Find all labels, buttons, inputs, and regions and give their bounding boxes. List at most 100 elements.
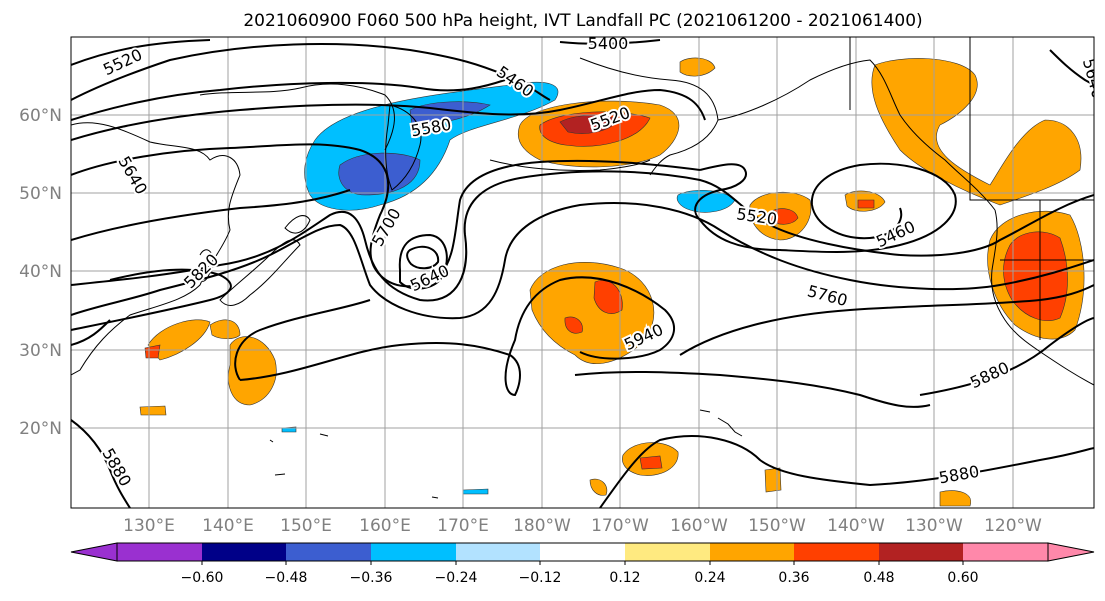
ivt-positive-region xyxy=(529,262,655,364)
contour-line xyxy=(71,268,232,331)
colorbar-bin xyxy=(963,543,1048,561)
contour-line xyxy=(71,79,506,121)
contour-line xyxy=(71,170,901,302)
coastline-kamchatka xyxy=(385,104,422,191)
colorbar-bin xyxy=(625,543,710,561)
ivt-positive-core xyxy=(559,115,619,134)
contour-line xyxy=(71,202,1094,320)
lat-label: 40°N xyxy=(19,262,62,282)
lon-label: 160°E xyxy=(359,516,411,536)
ivt-positive-region xyxy=(939,490,972,507)
ivt-negative-region xyxy=(676,190,736,213)
border xyxy=(849,37,1094,201)
colorbar-tick-label: 0.24 xyxy=(694,570,725,586)
coastline-us-west xyxy=(991,209,1094,386)
colorbar-bin xyxy=(371,543,456,561)
ivt-positive-core xyxy=(857,199,875,209)
coastline-asia xyxy=(199,83,395,151)
colorbar-tick-label: 0.36 xyxy=(778,570,809,586)
lat-label: 60°N xyxy=(19,106,62,126)
colorbar-tick-label: −0.48 xyxy=(265,570,308,586)
contour-line xyxy=(1049,49,1094,86)
contour-label: 5400 xyxy=(588,34,629,53)
lon-label: 140°W xyxy=(827,516,885,536)
colorbar-tick-label: 0.60 xyxy=(947,570,978,586)
ivt-positive-region xyxy=(228,336,277,406)
coastline-korea xyxy=(199,249,214,282)
lon-label: 170°W xyxy=(591,516,649,536)
contour-line xyxy=(599,435,1094,508)
contour-line xyxy=(406,245,440,270)
colorbar-tick-label: −0.36 xyxy=(350,570,393,586)
colorbar-ticks xyxy=(201,561,964,565)
contour-line xyxy=(71,88,706,141)
ivt-shading xyxy=(139,57,1085,507)
contour-line xyxy=(679,284,1094,356)
coastlines xyxy=(71,37,1094,499)
contour-line xyxy=(919,317,1094,396)
lon-label: 150°W xyxy=(748,516,806,536)
ivt-positive-region xyxy=(589,478,608,496)
contour-line xyxy=(398,233,448,290)
lon-label: 140°E xyxy=(202,516,254,536)
lat-label: 20°N xyxy=(19,419,62,439)
lat-label: 50°N xyxy=(19,184,62,204)
contour-line xyxy=(71,419,131,508)
colorbar-extend-min xyxy=(70,542,118,562)
colorbar-bin xyxy=(794,543,879,561)
ivt-negative-region xyxy=(462,488,489,495)
graticule xyxy=(71,37,1094,508)
map-panel: 5520 5400 5460 5640 5580 5520 5640 5700 … xyxy=(71,34,1094,508)
ivt-positive-region xyxy=(139,405,167,416)
ivt-negative-core xyxy=(338,152,421,196)
contour-line xyxy=(559,39,661,45)
border xyxy=(1000,200,1094,340)
ivt-positive-region xyxy=(209,319,241,340)
latitude-labels: 60°N 50°N 40°N 30°N 20°N xyxy=(19,106,62,439)
lon-label: 150°E xyxy=(280,516,332,536)
coastline-hawaii xyxy=(699,409,743,437)
colorbar: −0.60 −0.48 −0.36 −0.24 −0.12 0.12 0.24 … xyxy=(70,542,1095,586)
colorbar-bin xyxy=(202,543,286,561)
colorbar-tick-label: 0.48 xyxy=(863,570,894,586)
colorbar-bin xyxy=(879,543,963,561)
coastline-alaska xyxy=(717,59,996,211)
lon-label: 120°W xyxy=(984,516,1042,536)
lon-label: 170°E xyxy=(437,516,489,536)
ivt-positive-region xyxy=(764,467,782,493)
colorbar-bin xyxy=(456,543,540,561)
coastline-japan xyxy=(284,215,311,234)
ivt-positive-region xyxy=(679,57,716,77)
colorbar-extend-max xyxy=(1047,542,1095,562)
colorbar-tick-label: −0.12 xyxy=(519,570,562,586)
contour-line xyxy=(71,43,551,101)
contour-line xyxy=(574,370,931,408)
contour-line xyxy=(239,276,675,397)
contour-line xyxy=(71,189,351,241)
ivt-positive-core xyxy=(639,455,663,470)
map-frame xyxy=(70,36,1095,509)
colorbar-bin xyxy=(286,543,371,561)
map-title: 2021060900 F060 500 hPa height, IVT Land… xyxy=(243,11,922,31)
contour-line xyxy=(71,319,111,346)
colorbar-frame xyxy=(116,542,1049,562)
height-contours xyxy=(71,39,1094,508)
coastline-islands xyxy=(269,433,439,499)
colorbar-bin xyxy=(117,543,202,561)
lon-label: 130°W xyxy=(905,516,963,536)
ivt-positive-core xyxy=(564,316,583,334)
colorbar-tick-label: 0.12 xyxy=(609,570,640,586)
colorbar-bin xyxy=(540,543,625,561)
contour-line xyxy=(234,299,371,381)
lon-label: 180°W xyxy=(513,516,571,536)
lon-label: 130°E xyxy=(123,516,175,536)
colorbar-bin xyxy=(710,543,794,561)
contour-line xyxy=(899,194,1094,257)
contour-line xyxy=(71,39,211,66)
lat-label: 30°N xyxy=(19,341,62,361)
colorbar-tick-label: −0.24 xyxy=(435,570,478,586)
coastline-asia xyxy=(71,122,241,376)
lon-label: 160°W xyxy=(670,516,728,536)
colorbar-tick-label: −0.60 xyxy=(181,570,224,586)
